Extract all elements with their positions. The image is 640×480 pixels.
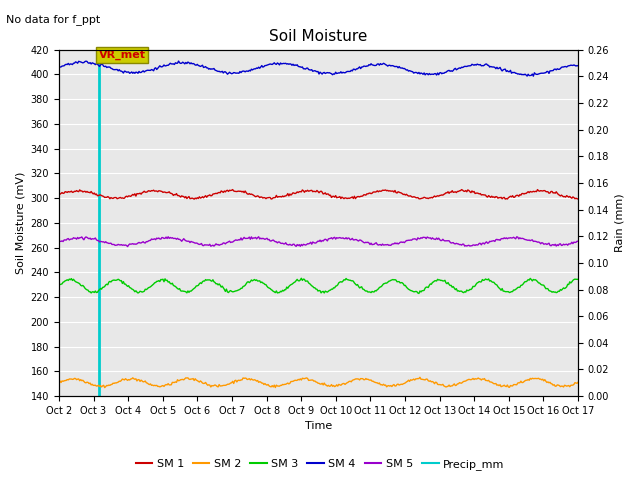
Text: No data for f_ppt: No data for f_ppt (6, 14, 100, 25)
Text: VR_met: VR_met (99, 50, 146, 60)
Legend: SM 1, SM 2, SM 3, SM 4, SM 5, Precip_mm: SM 1, SM 2, SM 3, SM 4, SM 5, Precip_mm (131, 455, 509, 474)
Y-axis label: Rain (mm): Rain (mm) (615, 193, 625, 252)
Title: Soil Moisture: Soil Moisture (269, 29, 368, 44)
X-axis label: Time: Time (305, 421, 332, 432)
Y-axis label: Soil Moisture (mV): Soil Moisture (mV) (15, 172, 25, 274)
